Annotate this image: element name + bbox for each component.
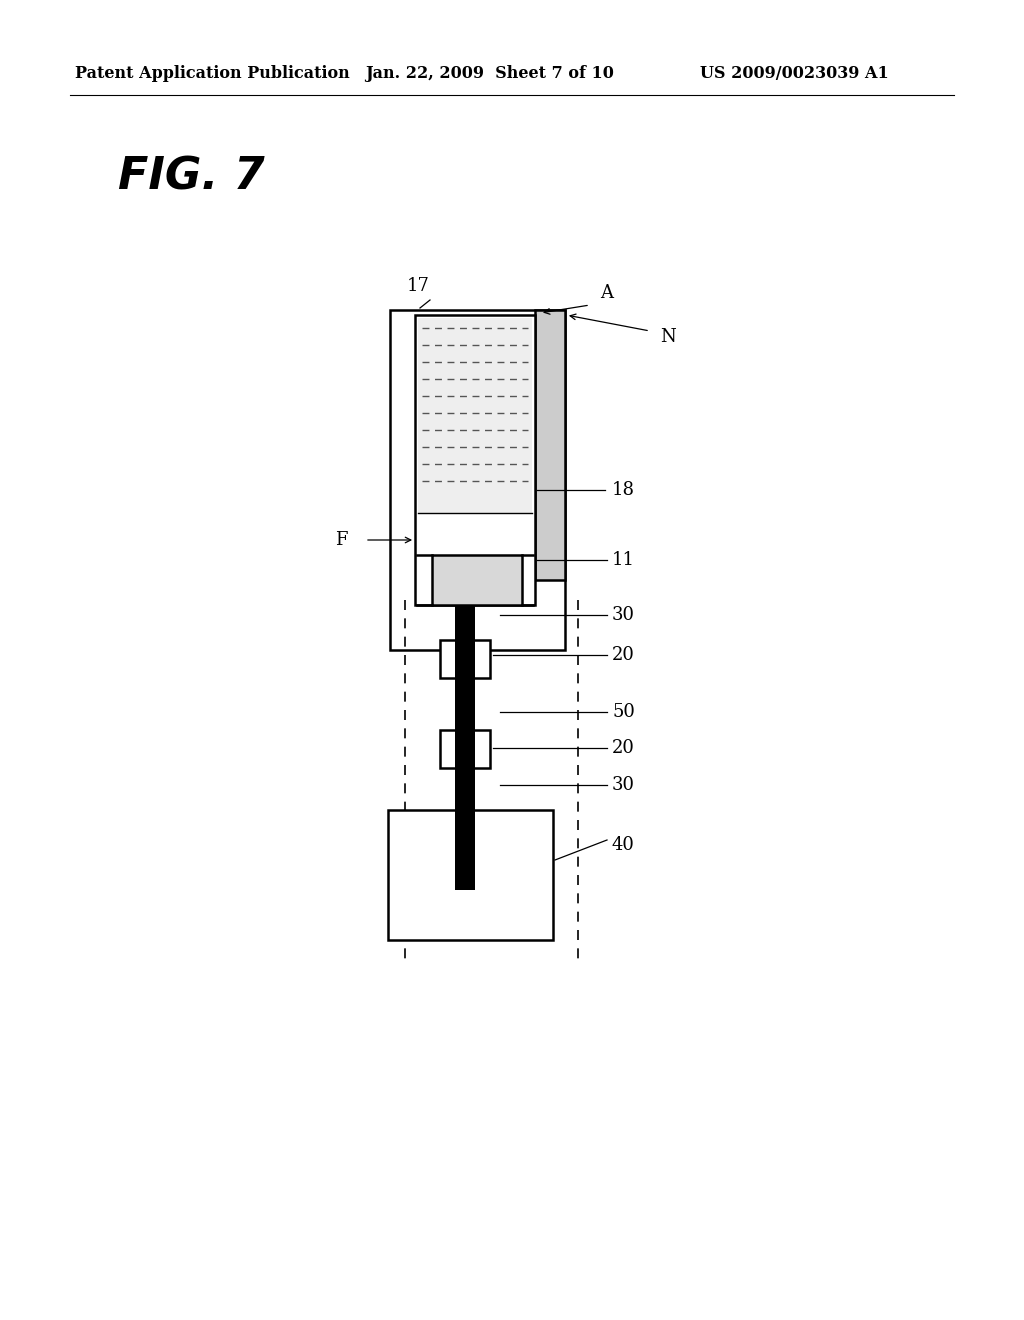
Bar <box>455 605 475 640</box>
Bar <box>432 554 522 605</box>
Bar <box>455 810 475 890</box>
Bar <box>535 310 565 579</box>
Bar <box>455 678 475 730</box>
Text: 30: 30 <box>612 776 635 795</box>
Text: N: N <box>660 327 676 346</box>
Text: Patent Application Publication: Patent Application Publication <box>75 65 350 82</box>
Bar <box>455 768 475 810</box>
Text: US 2009/0023039 A1: US 2009/0023039 A1 <box>700 65 889 82</box>
Bar <box>455 730 475 768</box>
Bar <box>418 318 532 513</box>
Text: 20: 20 <box>612 645 635 664</box>
Text: F: F <box>335 531 347 549</box>
Text: 20: 20 <box>612 739 635 756</box>
Text: 18: 18 <box>612 480 635 499</box>
Bar <box>455 640 475 678</box>
Bar <box>388 810 553 940</box>
Text: 30: 30 <box>612 606 635 624</box>
Text: Jan. 22, 2009  Sheet 7 of 10: Jan. 22, 2009 Sheet 7 of 10 <box>365 65 613 82</box>
Bar <box>440 730 490 768</box>
Text: 11: 11 <box>612 550 635 569</box>
Text: 50: 50 <box>612 704 635 721</box>
Text: A: A <box>600 284 613 302</box>
Bar <box>390 310 565 649</box>
Bar <box>440 640 490 678</box>
Text: 40: 40 <box>612 836 635 854</box>
Bar <box>415 315 535 605</box>
Text: FIG. 7: FIG. 7 <box>118 154 265 198</box>
Text: 17: 17 <box>407 277 429 294</box>
